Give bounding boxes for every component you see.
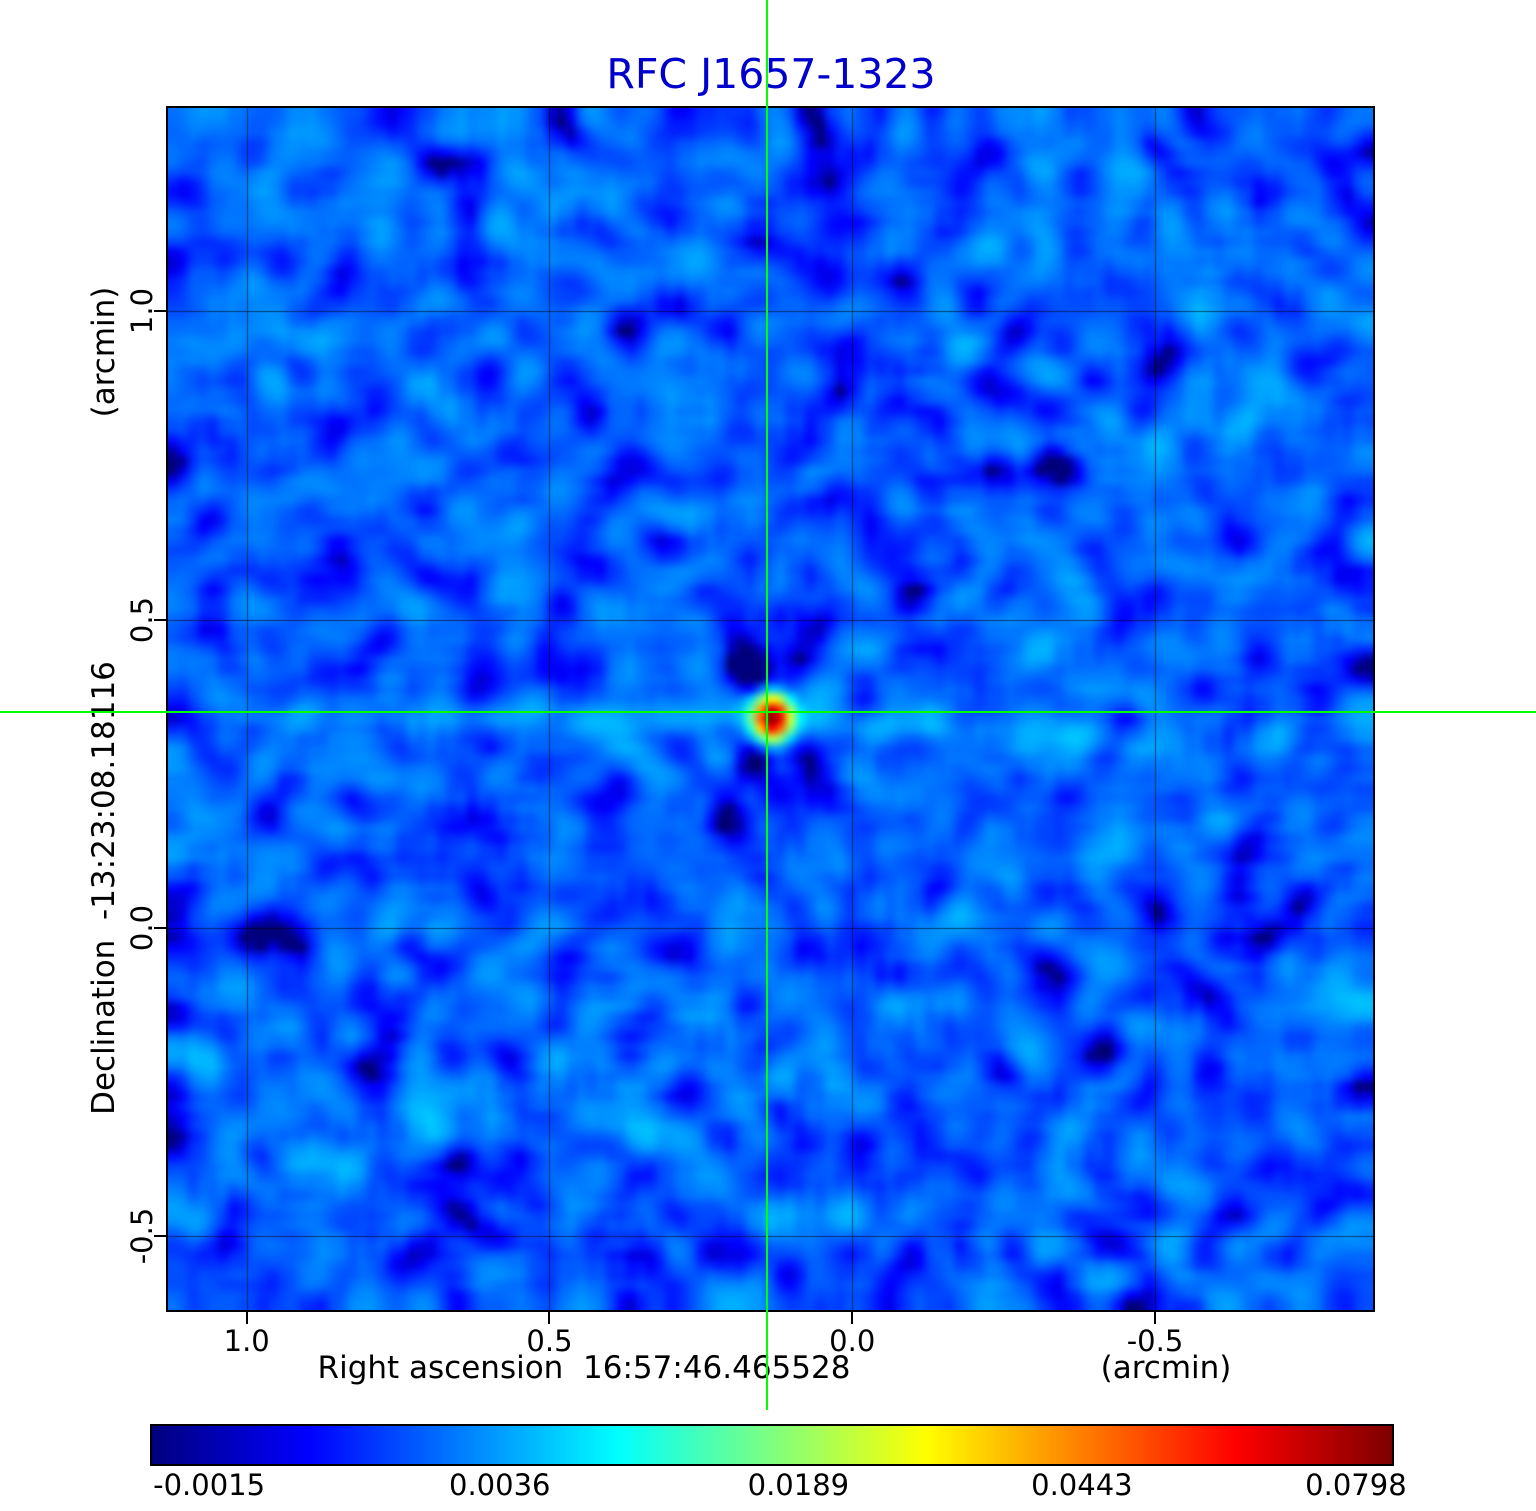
y-tick-mark: [154, 926, 166, 929]
colorbar-tick-label: 0.0036: [448, 1468, 551, 1502]
x-tick-mark: [548, 1312, 551, 1324]
x-tick-label: 0.5: [526, 1324, 573, 1358]
sky-map-image: [168, 108, 1373, 1310]
y-tick-mark: [154, 1235, 166, 1238]
x-tick-label: 0.0: [829, 1324, 876, 1358]
sky-map-plot: [166, 106, 1375, 1312]
x-tick-mark: [851, 1312, 854, 1324]
colorbar-tick-label: 0.0798: [1305, 1468, 1407, 1502]
colorbar-tick-label: -0.0015: [153, 1468, 266, 1502]
figure-title: RFC J1657-1323: [606, 50, 936, 98]
colorbar: [150, 1424, 1394, 1466]
colorbar-tick-label: 0.0189: [747, 1468, 850, 1502]
x-tick-mark: [245, 1312, 248, 1324]
colorbar-tick-label: 0.0443: [1031, 1468, 1133, 1502]
x-tick-label: -0.5: [1126, 1324, 1184, 1358]
y-axis-label: Declination -13:23:08.18116: [86, 661, 122, 1115]
y-axis-unit-label: (arcmin): [86, 286, 122, 418]
crosshair-horizontal-line: [0, 711, 1536, 714]
crosshair-vertical-line: [766, 0, 769, 1410]
x-axis-label: Right ascension 16:57:46.465528: [317, 1350, 851, 1386]
y-tick-mark: [154, 310, 166, 313]
y-tick-mark: [154, 618, 166, 621]
x-axis-unit-label: (arcmin): [1100, 1350, 1232, 1386]
x-tick-label: 1.0: [223, 1324, 270, 1358]
x-tick-mark: [1154, 1312, 1156, 1324]
